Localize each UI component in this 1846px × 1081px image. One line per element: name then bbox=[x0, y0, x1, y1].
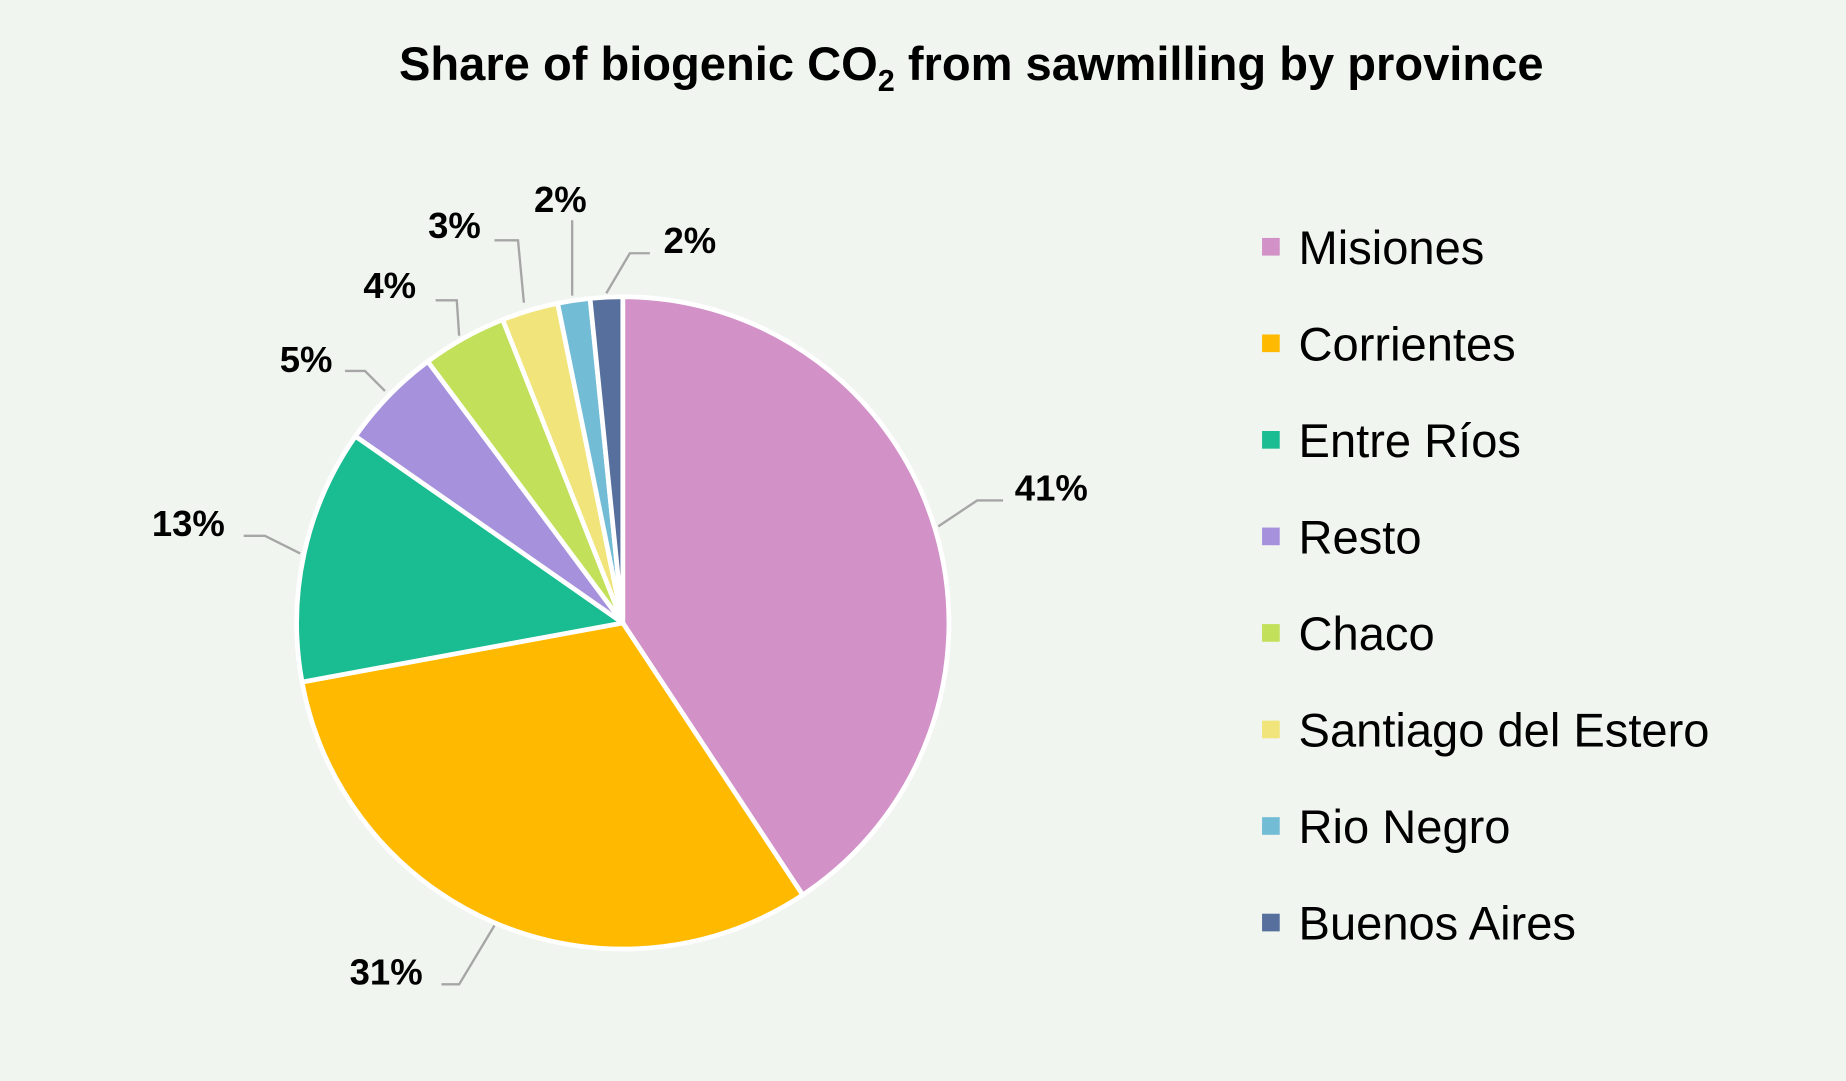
data-label-misiones: 41% bbox=[1015, 467, 1088, 508]
legend-label: Entre Ríos bbox=[1299, 414, 1521, 467]
legend-item-corrientes: Corrientes bbox=[1262, 317, 1516, 370]
legend-label: Rio Negro bbox=[1299, 800, 1511, 853]
chart-title: Share of biogenic CO2 from sawmilling by… bbox=[399, 37, 1543, 98]
legend-item-rio-negro: Rio Negro bbox=[1262, 800, 1511, 853]
pie-slice-entre-rios bbox=[294, 433, 626, 685]
legend-item-santiago-del-estero: Santiago del Estero bbox=[1262, 704, 1709, 757]
legend-swatch bbox=[1262, 431, 1280, 449]
data-label-resto: 5% bbox=[280, 339, 333, 380]
legend-label: Chaco bbox=[1299, 607, 1435, 660]
leader-line-chaco bbox=[435, 299, 461, 336]
pie-slice-buenos-aires bbox=[587, 294, 626, 626]
legend-item-misiones: Misiones bbox=[1262, 221, 1484, 274]
data-label-chaco: 4% bbox=[363, 265, 416, 306]
legend-label: Santiago del Estero bbox=[1299, 704, 1710, 757]
legend-swatch bbox=[1262, 624, 1280, 642]
legend-item-chaco: Chaco bbox=[1262, 607, 1435, 660]
legend-item-resto: Resto bbox=[1262, 510, 1422, 563]
leader-line-misiones bbox=[937, 499, 1004, 528]
leader-line-resto bbox=[344, 369, 386, 392]
legend-label: Buenos Aires bbox=[1299, 897, 1576, 950]
leader-line-corrientes bbox=[441, 924, 496, 986]
leader-line-santiago-del-estero bbox=[494, 239, 526, 303]
legend-swatch bbox=[1262, 913, 1280, 932]
leader-line-buenos-aires bbox=[605, 252, 650, 294]
data-label-rio-negro: 2% bbox=[534, 179, 587, 220]
pie-slice-corrientes bbox=[299, 620, 806, 952]
legend-swatch bbox=[1262, 527, 1280, 546]
data-label-corrientes: 31% bbox=[350, 951, 423, 992]
legend-label: Misiones bbox=[1299, 221, 1485, 274]
legend-swatch bbox=[1262, 720, 1280, 739]
legend-label: Resto bbox=[1299, 510, 1422, 563]
legend-label: Corrientes bbox=[1299, 317, 1516, 370]
data-label-entre-rios: 13% bbox=[152, 503, 225, 544]
data-label-buenos-aires: 2% bbox=[664, 220, 717, 261]
legend-swatch bbox=[1262, 817, 1280, 835]
legend-item-entre-rios: Entre Ríos bbox=[1262, 414, 1521, 467]
legend-swatch bbox=[1262, 237, 1280, 256]
legend-swatch bbox=[1262, 334, 1280, 353]
leader-line-entre-rios bbox=[243, 534, 301, 555]
legend-item-buenos-aires: Buenos Aires bbox=[1262, 897, 1576, 950]
data-label-santiago-del-estero: 3% bbox=[428, 205, 481, 246]
